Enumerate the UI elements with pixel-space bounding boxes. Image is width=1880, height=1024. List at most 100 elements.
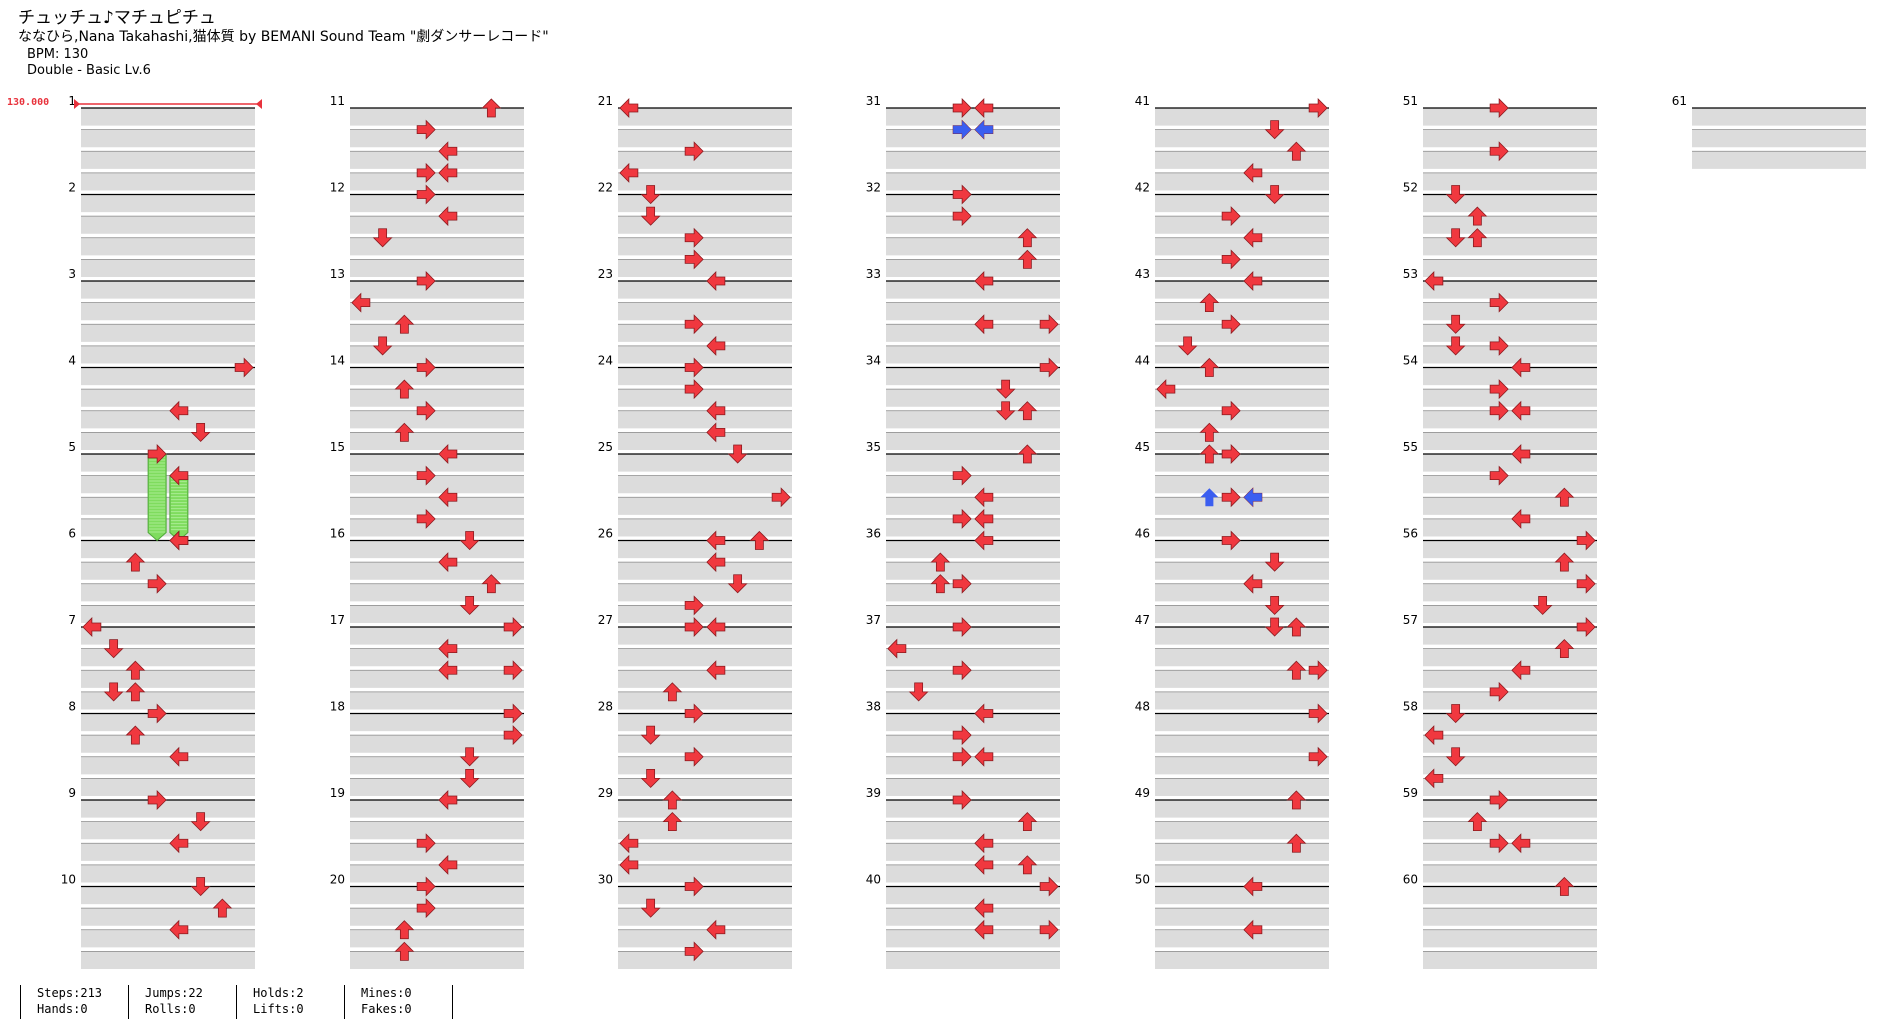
measure-number: 17	[330, 613, 345, 627]
measure-number: 29	[598, 786, 613, 800]
arrow-note-icon	[952, 573, 972, 594]
beat-band	[350, 129, 524, 148]
bpm-change-marker: 130.000	[7, 97, 50, 108]
beat-band	[350, 713, 524, 732]
arrow-note-icon	[416, 119, 436, 140]
arrow-note-icon	[640, 206, 661, 226]
measure-number: 40	[866, 873, 881, 887]
arrow-note-icon	[438, 552, 458, 573]
beat-band	[350, 821, 524, 840]
arrow-note-icon	[103, 682, 124, 702]
beat-band	[618, 843, 792, 861]
measure-number: 19	[330, 786, 345, 800]
arrow-note-icon	[438, 790, 458, 810]
arrow-note-icon	[706, 919, 726, 940]
arrow-note-icon	[1576, 530, 1596, 551]
arrow-note-icon	[1489, 335, 1509, 356]
beat-band	[350, 648, 524, 667]
measure-number: 11	[330, 94, 345, 108]
beat-band	[81, 108, 255, 126]
arrow-note-icon	[481, 574, 502, 594]
beat-band	[618, 864, 792, 883]
measure-number: 55	[1403, 440, 1418, 454]
stats-bar: Steps:213 Hands:0 Jumps:22 Rolls:0 Holds…	[20, 985, 453, 1019]
beat-band	[1155, 605, 1329, 623]
beat-band	[1423, 605, 1597, 623]
arrow-note-icon	[953, 120, 972, 139]
beat-band	[350, 432, 524, 450]
arrow-note-icon	[1511, 833, 1531, 854]
arrow-note-icon	[416, 184, 436, 205]
beat-band	[81, 756, 255, 775]
arrow-note-icon	[684, 617, 704, 637]
arrow-note-icon	[459, 531, 480, 551]
arrow-note-icon	[1039, 919, 1059, 940]
beat-band	[618, 454, 792, 472]
beat-band	[1423, 800, 1597, 818]
arrow-note-icon	[640, 185, 661, 205]
arrow-note-icon	[1156, 379, 1176, 400]
beat-band	[886, 216, 1060, 234]
beat-band	[1423, 475, 1597, 494]
measure-number: 18	[330, 700, 345, 714]
beat-band	[350, 475, 524, 494]
beat-band	[618, 367, 792, 386]
measure-number: 31	[866, 94, 881, 108]
arrow-note-icon	[438, 206, 458, 227]
arrow-note-icon	[684, 227, 704, 248]
beat-band	[1155, 194, 1329, 213]
beat-band	[350, 627, 524, 645]
steps-count: Steps:213	[37, 986, 103, 1000]
beat-band	[350, 497, 524, 515]
beat-band	[350, 454, 524, 472]
lifts-count: Lifts:0	[253, 1002, 304, 1016]
arrow-note-icon	[662, 790, 683, 810]
arrow-note-icon	[1199, 293, 1220, 313]
beat-band	[886, 843, 1060, 861]
beat-band	[1155, 670, 1329, 688]
arrow-note-icon	[1576, 573, 1596, 594]
holds-count: Holds:2	[253, 986, 304, 1000]
arrow-note-icon	[1221, 400, 1241, 421]
beat-band	[350, 108, 524, 126]
measure-number: 49	[1135, 786, 1150, 800]
arrow-note-icon	[1264, 120, 1285, 140]
arrow-note-icon	[1445, 704, 1466, 724]
beat-band	[618, 756, 792, 775]
beat-band	[886, 237, 1060, 256]
arrow-note-icon	[1264, 617, 1285, 637]
arrow-note-icon	[1308, 660, 1328, 681]
beat-band	[618, 172, 792, 191]
beat-band	[886, 670, 1060, 688]
beat-band	[886, 302, 1060, 321]
beat-band	[81, 129, 255, 148]
beat-band	[886, 648, 1060, 667]
beat-band	[81, 583, 255, 602]
arrow-note-icon	[640, 768, 661, 788]
arrow-note-icon	[1221, 444, 1241, 464]
beat-band	[1423, 410, 1597, 429]
arrow-note-icon	[706, 335, 726, 356]
arrow-note-icon	[952, 465, 972, 486]
beat-band	[618, 821, 792, 840]
beat-band	[350, 735, 524, 753]
beat-band	[81, 281, 255, 299]
beat-band	[618, 345, 792, 364]
beat-band	[1423, 216, 1597, 234]
arrow-note-icon	[1286, 790, 1307, 810]
measure-number: 37	[866, 613, 881, 627]
beat-band	[1155, 713, 1329, 732]
arrow-note-icon	[662, 682, 683, 702]
arrow-note-icon	[459, 595, 480, 615]
beat-band	[350, 583, 524, 602]
beat-band	[1423, 389, 1597, 407]
arrow-note-icon	[684, 379, 704, 400]
beat-band	[350, 756, 524, 775]
beat-band	[350, 151, 524, 169]
arrow-note-icon	[351, 292, 371, 313]
arrow-note-icon	[190, 877, 211, 897]
arrow-note-icon	[1286, 660, 1307, 680]
arrow-note-icon	[125, 725, 146, 745]
beat-band	[1155, 345, 1329, 364]
arrow-note-icon	[1286, 617, 1307, 637]
